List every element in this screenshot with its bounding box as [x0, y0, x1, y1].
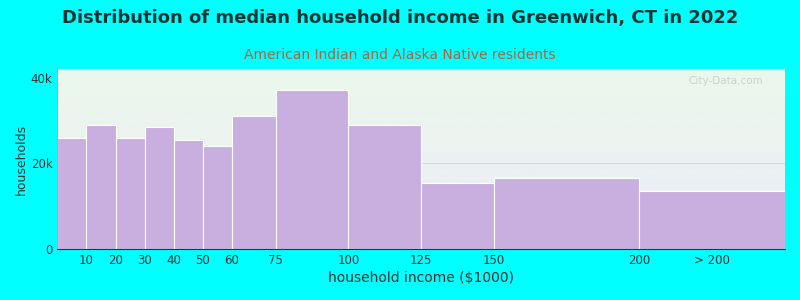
Bar — [86, 125, 115, 249]
Text: City-Data.com: City-Data.com — [689, 76, 763, 86]
Bar — [58, 138, 86, 249]
Bar — [115, 138, 145, 249]
Bar — [174, 140, 203, 249]
Bar — [639, 191, 785, 249]
Bar — [421, 183, 494, 249]
Text: American Indian and Alaska Native residents: American Indian and Alaska Native reside… — [244, 48, 556, 62]
Bar — [232, 116, 276, 249]
Bar — [494, 178, 639, 249]
Bar — [203, 146, 232, 249]
Bar — [145, 127, 174, 249]
X-axis label: household income ($1000): household income ($1000) — [328, 271, 514, 285]
Y-axis label: households: households — [15, 123, 28, 194]
Bar — [276, 90, 349, 249]
Text: Distribution of median household income in Greenwich, CT in 2022: Distribution of median household income … — [62, 9, 738, 27]
Bar — [349, 125, 421, 249]
